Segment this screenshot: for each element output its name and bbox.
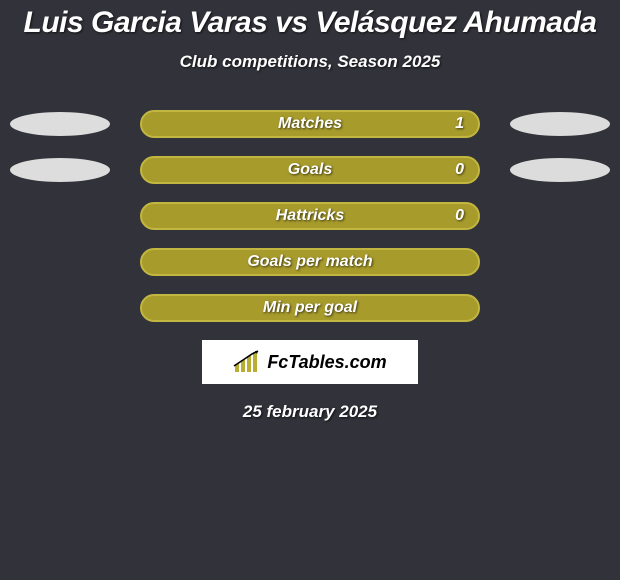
stat-row: Hattricks 0 — [0, 202, 620, 230]
stat-row: Matches 1 — [0, 110, 620, 138]
stat-label: Matches — [278, 115, 342, 133]
stat-row: Min per goal — [0, 294, 620, 322]
stat-bar: Hattricks 0 — [140, 202, 480, 230]
stat-label: Goals per match — [247, 253, 372, 271]
comparison-title: Luis Garcia Varas vs Velásquez Ahumada — [0, 6, 620, 40]
player-right-indicator — [510, 112, 610, 136]
fctables-logo[interactable]: FcTables.com — [202, 340, 418, 384]
stat-label: Hattricks — [276, 207, 344, 225]
stat-value: 0 — [455, 161, 464, 179]
stat-bar: Goals 0 — [140, 156, 480, 184]
stat-row: Goals 0 — [0, 156, 620, 184]
stat-rows: Matches 1 Goals 0 Hattricks 0 Goals per match M… — [0, 110, 620, 322]
snapshot-date: 25 february 2025 — [0, 402, 620, 422]
comparison-subtitle: Club competitions, Season 2025 — [0, 52, 620, 72]
bar-chart-icon — [233, 350, 261, 374]
stat-label: Goals — [288, 161, 332, 179]
logo-text: FcTables.com — [267, 352, 386, 373]
player-right-indicator — [510, 158, 610, 182]
stat-value: 1 — [455, 115, 464, 133]
stat-row: Goals per match — [0, 248, 620, 276]
stat-label: Min per goal — [263, 299, 357, 317]
player-left-indicator — [10, 112, 110, 136]
stat-bar: Min per goal — [140, 294, 480, 322]
stat-bar: Goals per match — [140, 248, 480, 276]
stat-value: 0 — [455, 207, 464, 225]
player-left-indicator — [10, 158, 110, 182]
stat-bar: Matches 1 — [140, 110, 480, 138]
